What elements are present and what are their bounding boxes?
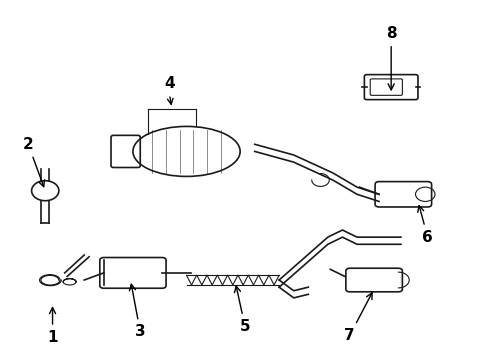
Text: 4: 4 [164,76,175,91]
Text: 3: 3 [129,284,146,339]
Text: 1: 1 [48,307,58,345]
Text: 8: 8 [386,26,396,90]
Text: 7: 7 [344,293,372,343]
Text: 6: 6 [418,206,433,245]
Text: 5: 5 [235,286,250,334]
Text: 2: 2 [23,137,45,186]
